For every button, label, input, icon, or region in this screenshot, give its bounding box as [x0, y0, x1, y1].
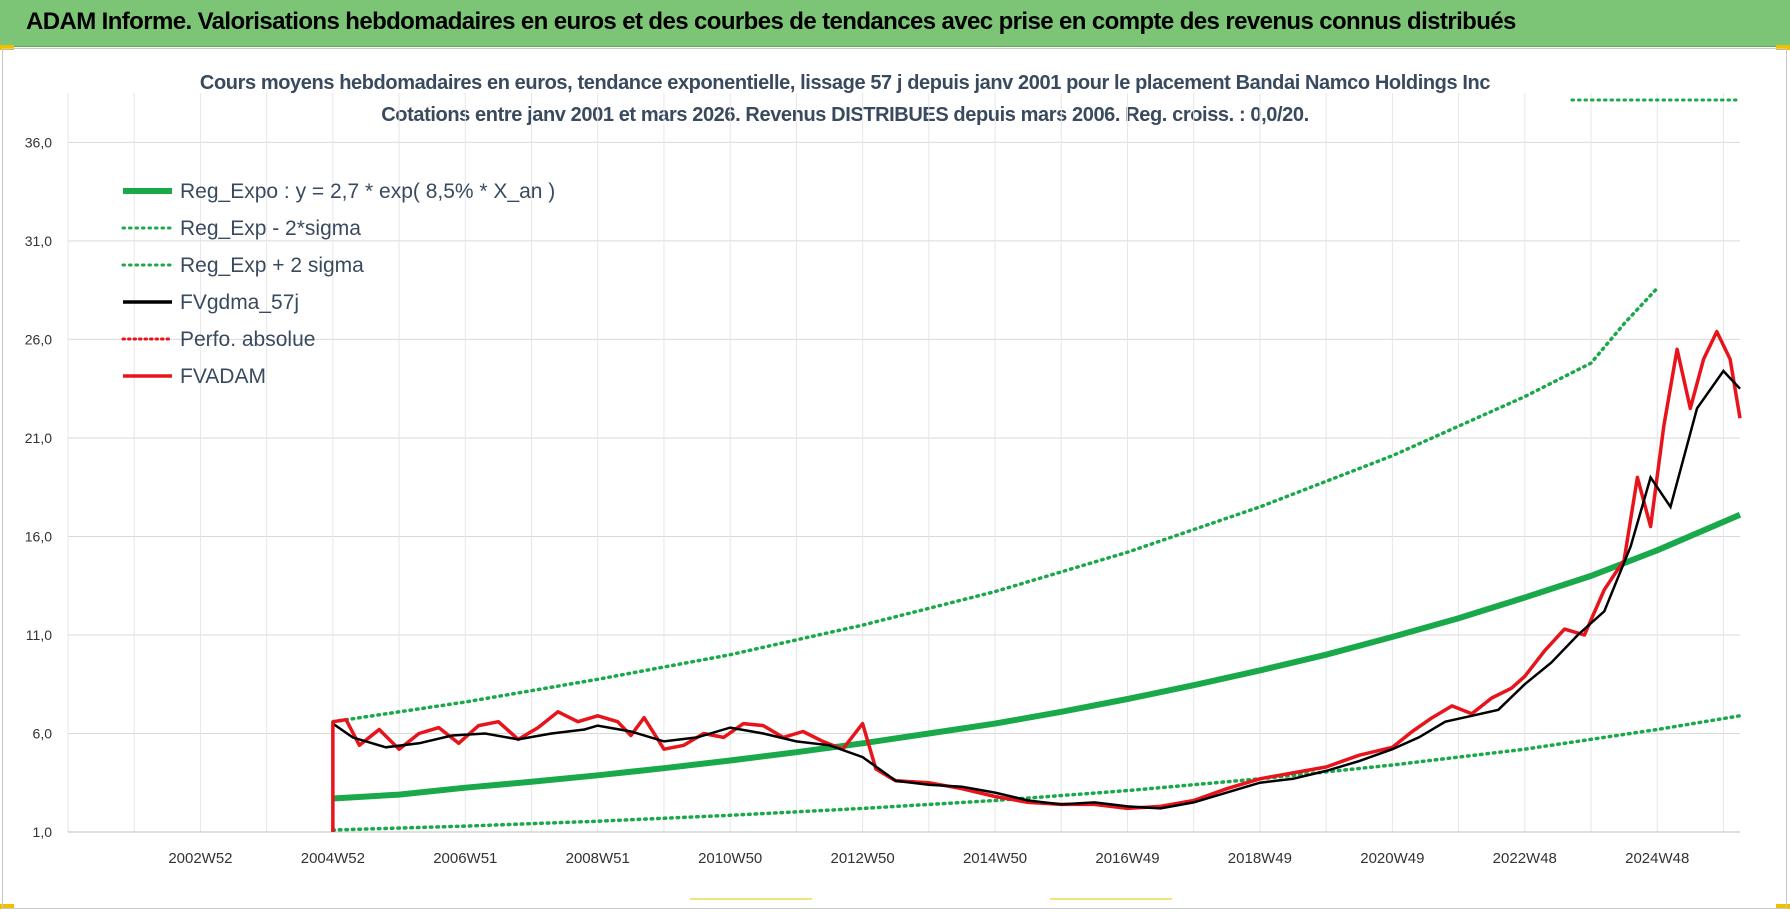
y-tick-label: 11,0 — [26, 627, 52, 643]
corner-mark-top-left — [0, 45, 14, 50]
x-tick-label: 2018W49 — [1228, 850, 1292, 867]
report-banner: ADAM Informe. Valorisations hebdomadaire… — [0, 0, 1790, 47]
legend-label: Reg_Expo : y = 2,7 * exp( 8,5% * X_an ) — [180, 180, 555, 203]
decoration-layer — [690, 98, 1740, 900]
chart-title-line-1: Cours moyens hebdomadaires en euros, ten… — [199, 72, 1491, 94]
report-title: ADAM Informe. Valorisations hebdomadaire… — [26, 8, 1516, 35]
x-tick-label: 2022W48 — [1493, 850, 1557, 867]
axis-layer: 1,0 6,0 11,0 16,0 21,0 26,0 31,0 36,0 2002W52 200… — [25, 134, 1740, 867]
x-tick-label: 2024W48 — [1625, 850, 1689, 867]
x-tick-label: 2016W49 — [1095, 850, 1159, 867]
y-tick-label: 16,0 — [25, 528, 52, 544]
legend-label: FVADAM — [180, 365, 266, 388]
corner-mark-bottom-left — [0, 904, 14, 909]
legend: Reg_Expo : y = 2,7 * exp( 8,5% * X_an ) R… — [121, 180, 555, 388]
series-line-reg-expo-0 — [332, 512, 1742, 802]
x-tick-label: 2002W52 — [168, 850, 232, 867]
series-line-fvgdma-57j-3 — [332, 369, 1741, 810]
y-tick-label: 26,0 — [25, 331, 52, 347]
legend-label: Reg_Exp + 2 sigma — [180, 254, 364, 277]
x-tick-label: 2012W50 — [831, 850, 895, 867]
x-tick-label: 2010W50 — [698, 850, 762, 867]
corner-mark-top-right — [1776, 45, 1790, 50]
x-tick-label: 2006W51 — [433, 850, 497, 867]
x-tick-label: 2008W51 — [566, 850, 630, 867]
legend-label: Perfo. absolue — [180, 328, 315, 351]
series-layer — [331, 286, 1742, 832]
x-tick-label: 2014W50 — [963, 850, 1027, 867]
series-line-reg-exp-1 — [331, 714, 1742, 832]
corner-mark-bottom-right — [1776, 904, 1790, 909]
grid-layer — [67, 93, 1740, 833]
y-tick-label: 36,0 — [25, 134, 52, 150]
y-tick-label: 21,0 — [25, 430, 52, 446]
series-line-reg-exp-2 — [331, 286, 1659, 724]
y-tick-label: 1,0 — [33, 824, 53, 840]
y-tick-label: 31,0 — [25, 233, 52, 249]
x-tick-label: 2020W49 — [1360, 850, 1424, 867]
y-tick-label: 6,0 — [33, 725, 53, 741]
series-line-fvadam-4 — [332, 329, 1742, 811]
chart-title-line-2: Cotations entre janv 2001 et mars 2026. … — [381, 104, 1309, 126]
chart-frame — [2, 48, 1787, 909]
x-tick-label: 2004W52 — [301, 850, 365, 867]
legend-label: FVgdma_57j — [180, 291, 299, 314]
legend-label: Reg_Exp - 2*sigma — [180, 217, 361, 240]
